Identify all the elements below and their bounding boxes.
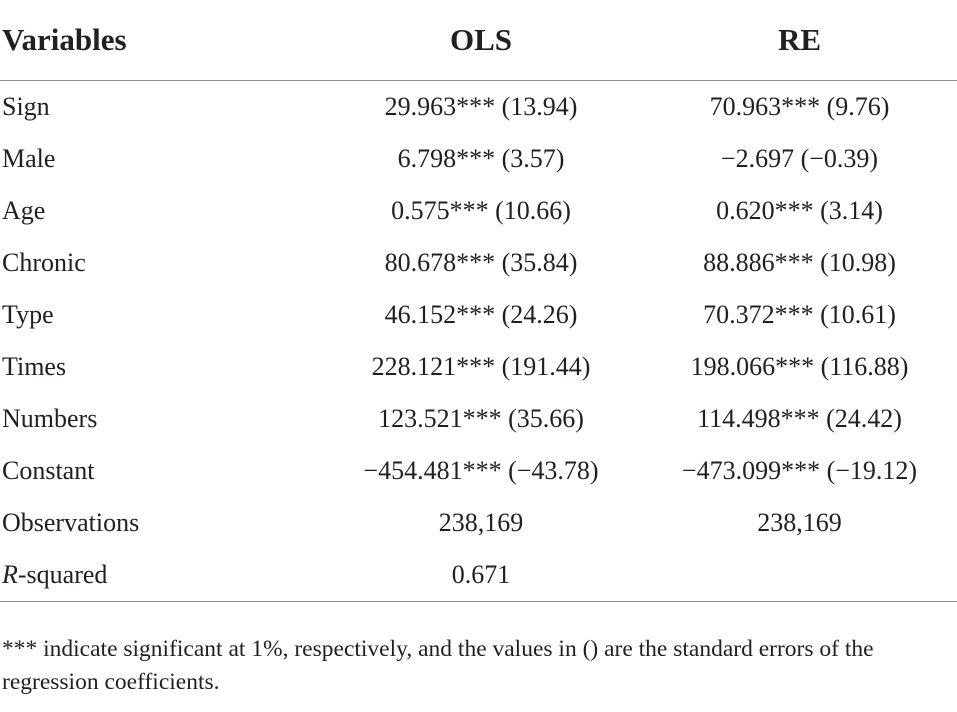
- cell-ols: 29.963*** (13.94): [384, 92, 578, 121]
- cell-variable: Type: [2, 300, 54, 329]
- cell-variable: Constant: [2, 456, 95, 485]
- cell-re: 114.498*** (24.42): [697, 404, 902, 433]
- table-row-rsquared: R-squared 0.671: [0, 549, 957, 602]
- table-row: Age 0.575*** (10.66) 0.620*** (3.14): [0, 185, 957, 237]
- table-row: Constant −454.481*** (−43.78) −473.099**…: [0, 445, 957, 497]
- cell-ols: 228.121*** (191.44): [371, 352, 591, 381]
- cell-variable: Sign: [2, 92, 50, 121]
- cell-re: 70.963*** (9.76): [709, 92, 890, 121]
- table-footnote: *** indicate significant at 1%, respecti…: [2, 636, 874, 695]
- cell-re: 0.620*** (3.14): [716, 196, 883, 225]
- cell-re: 70.372*** (10.61): [703, 300, 896, 329]
- cell-ols: 123.521*** (35.66): [378, 404, 584, 433]
- cell-ols: 0.575*** (10.66): [391, 196, 571, 225]
- table-row: Numbers 123.521*** (35.66) 114.498*** (2…: [0, 393, 957, 445]
- cell-variable: Age: [2, 196, 46, 225]
- cell-variable: Times: [2, 352, 67, 381]
- cell-variable-rsquared: R-squared: [0, 549, 330, 602]
- table-row: Times 228.121*** (191.44) 198.066*** (11…: [0, 341, 957, 393]
- table-row: Chronic 80.678*** (35.84) 88.886*** (10.…: [0, 237, 957, 289]
- header-re: RE: [632, 0, 957, 81]
- regression-table: Variables OLS RE Sign 29.963*** (13.94) …: [0, 0, 957, 602]
- cell-re: 88.886*** (10.98): [703, 248, 896, 277]
- cell-re: −2.697 (−0.39): [720, 144, 879, 173]
- cell-ols: −454.481*** (−43.78): [363, 456, 599, 485]
- cell-re: −473.099*** (−19.12): [681, 456, 918, 485]
- cell-variable: Observations: [2, 508, 140, 537]
- cell-ols: 80.678*** (35.84): [384, 248, 578, 277]
- table-row: Male 6.798*** (3.57) −2.697 (−0.39): [0, 133, 957, 185]
- header-ols: OLS: [330, 0, 632, 81]
- table-row: Type 46.152*** (24.26) 70.372*** (10.61): [0, 289, 957, 341]
- cell-variable: Male: [2, 144, 56, 173]
- table-row: Observations 238,169 238,169: [0, 497, 957, 549]
- cell-ols: 6.798*** (3.57): [397, 144, 565, 173]
- table-row: Sign 29.963*** (13.94) 70.963*** (9.76): [0, 81, 957, 134]
- cell-variable: Chronic: [2, 248, 86, 277]
- cell-ols: 0.671: [330, 549, 632, 602]
- cell-variable: Numbers: [2, 404, 98, 433]
- header-row: Variables OLS RE: [0, 0, 957, 81]
- cell-re: 238,169: [757, 508, 842, 537]
- cell-re: 198.066*** (116.88): [690, 352, 909, 381]
- cell-ols: 46.152*** (24.26): [384, 300, 578, 329]
- cell-ols: 238,169: [438, 508, 524, 537]
- rsquared-italic-r: R: [2, 560, 18, 589]
- header-variables: Variables: [0, 0, 330, 81]
- cell-re: [632, 549, 957, 602]
- rsquared-label-rest: -squared: [17, 560, 108, 589]
- table-body: Sign 29.963*** (13.94) 70.963*** (9.76) …: [0, 81, 957, 602]
